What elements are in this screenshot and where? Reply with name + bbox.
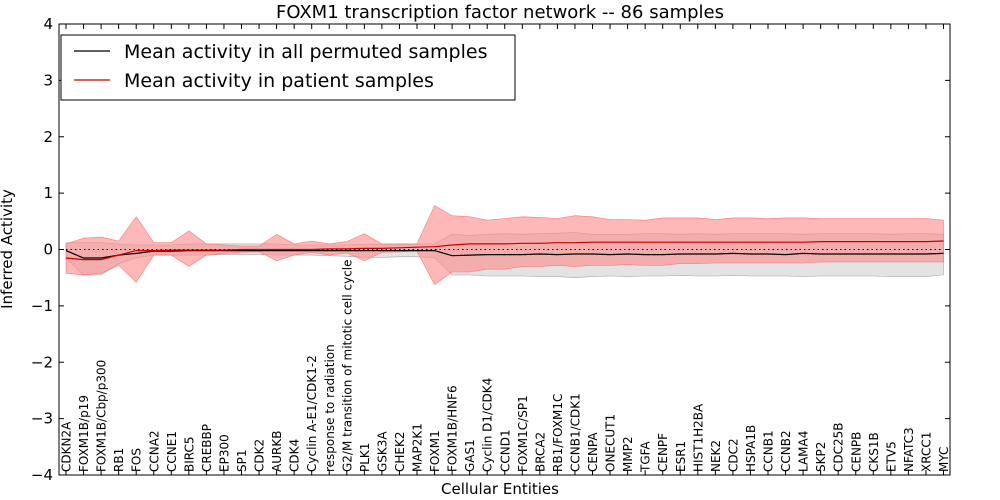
legend: Mean activity in all permuted samples Me… — [60, 34, 516, 101]
y-tick-label: 4 — [43, 15, 53, 33]
x-tick-label: HIST1H2BA — [691, 403, 705, 472]
x-tick-label: HSPA1B — [744, 425, 758, 472]
y-tick-label: 2 — [43, 128, 53, 146]
x-tick-label: BIRC5 — [182, 436, 196, 472]
x-tick-label: GAS1 — [463, 439, 477, 472]
x-tick-label: XRCC1 — [920, 432, 934, 472]
x-tick-label: CCNB1/CDK1 — [569, 393, 583, 472]
x-tick-label: RB1 — [112, 448, 126, 472]
x-tick-label: CREBBP — [200, 424, 214, 472]
x-tick-label: GSK3A — [375, 431, 389, 472]
x-tick-label: FOXM1B/p19 — [77, 395, 91, 472]
x-tick-label: RB1/FOXM1C — [551, 394, 565, 472]
x-tick-label: MMP2 — [621, 436, 635, 472]
y-tick-label: −1 — [31, 297, 53, 315]
plot-area: −4 −3 −2 −1 0 1 2 3 4 CDKN2A FOXM1B/p19 FOXM1B/Cbp/… — [31, 15, 951, 484]
legend-box — [60, 34, 516, 101]
x-tick-label: CDK4 — [288, 439, 302, 472]
x-tick-label: CDKN2A — [60, 421, 74, 472]
x-tick-label: SKP2 — [814, 442, 828, 472]
x-tick-label: CKS1B — [867, 432, 881, 472]
x-tick-label: FOXM1B/HNF6 — [446, 385, 460, 472]
x-tick-label: TGFA — [639, 441, 653, 473]
x-tick-label: AURKB — [270, 431, 284, 472]
x-tick-label: CENPF — [656, 433, 670, 472]
x-tick-label: CDK2 — [253, 439, 267, 472]
legend-label-patient: Mean activity in patient samples — [124, 70, 434, 92]
x-tick-label: response to radiation — [323, 344, 337, 472]
y-axis-label: Inferred Activity — [0, 189, 16, 309]
x-tick-label: SP1 — [235, 450, 249, 473]
x-tick-label: Cyclin D1/CDK4 — [481, 378, 495, 472]
x-tick-label: MYC — [937, 447, 951, 472]
x-tick-label: CCND1 — [498, 429, 512, 472]
x-tick-label: CDC25B — [832, 423, 846, 473]
x-tick-label: CENPA — [586, 432, 600, 472]
legend-label-permuted: Mean activity in all permuted samples — [124, 41, 487, 63]
y-tick-label: 3 — [43, 71, 53, 89]
x-tick-label: LAMA4 — [797, 431, 811, 472]
y-tick-label: −3 — [31, 410, 53, 428]
x-tick-label: CDC2 — [726, 438, 740, 472]
x-tick-label: G2/M transition of mitotic cell cycle — [340, 259, 354, 472]
x-tick-label: CCNB1 — [762, 430, 776, 472]
x-tick-label: NEK2 — [709, 440, 723, 472]
x-tick-label: ESR1 — [674, 441, 688, 472]
x-tick-label: BRCA2 — [533, 432, 547, 472]
chart-title: FOXM1 transcription factor network -- 86… — [276, 2, 724, 23]
x-tick-label: FOXM1C/SP1 — [516, 395, 530, 472]
x-tick-label: CENPB — [849, 432, 863, 472]
series-line-patient — [65, 240, 944, 261]
x-axis-label: Cellular Entities — [441, 480, 559, 498]
x-tick-label: PLK1 — [358, 443, 372, 472]
x-tick-label: ONECUT1 — [604, 414, 618, 472]
x-tick-label: CCNB2 — [779, 430, 793, 472]
x-tick-label: MAP2K1 — [411, 423, 425, 472]
x-tick-label: FOXM1 — [428, 430, 442, 472]
x-tick-label: EP300 — [218, 434, 232, 472]
x-tick-label: Cyclin A-E1/CDK1-2 — [305, 355, 319, 472]
x-tick-label: FOXM1B/Cbp/p300 — [95, 360, 109, 472]
x-tick-label: CCNA2 — [147, 430, 161, 472]
x-tick-label: FOS — [130, 448, 144, 472]
x-tick-label: CCNE1 — [165, 431, 179, 472]
y-tick-label: 0 — [43, 241, 53, 259]
x-tick-label: CHEK2 — [393, 432, 407, 473]
y-tick-label: 1 — [43, 184, 53, 202]
y-tick-label: −2 — [31, 353, 53, 371]
band-patient — [65, 205, 944, 285]
x-tick-label: NFATC3 — [902, 427, 916, 472]
x-tick-label: ETV5 — [884, 441, 898, 472]
y-tick-label: −4 — [31, 466, 53, 484]
